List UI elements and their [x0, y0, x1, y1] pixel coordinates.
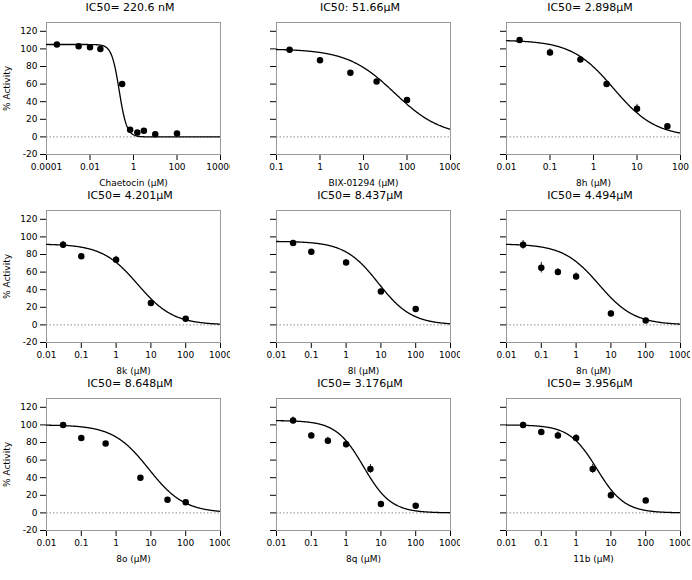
svg-text:1000: 1000 — [439, 162, 460, 172]
svg-text:0.1: 0.1 — [543, 162, 557, 172]
svg-text:0.01: 0.01 — [80, 162, 100, 172]
svg-text:8n (μM): 8n (μM) — [576, 366, 611, 376]
svg-text:40: 40 — [26, 285, 38, 295]
svg-text:10: 10 — [375, 538, 387, 548]
svg-text:100: 100 — [20, 44, 37, 54]
svg-text:8l (μM): 8l (μM) — [348, 366, 380, 376]
svg-text:-20: -20 — [23, 149, 38, 159]
svg-text:BIX-01294 (μM): BIX-01294 (μM) — [329, 178, 399, 188]
svg-text:0: 0 — [32, 132, 38, 142]
svg-text:% Activity: % Activity — [2, 65, 12, 111]
svg-text:0.1: 0.1 — [304, 538, 318, 548]
html-text:IC50= 4.201μM: IC50= 4.201μM — [87, 189, 173, 202]
svg-text:80: 80 — [26, 437, 38, 447]
svg-text:20: 20 — [26, 490, 38, 500]
svg-text:100: 100 — [168, 162, 185, 172]
svg-text:100: 100 — [177, 350, 194, 360]
svg-text:0.01: 0.01 — [496, 538, 516, 548]
svg-text:1000: 1000 — [669, 350, 690, 360]
svg-text:60: 60 — [26, 267, 38, 277]
svg-text:120: 120 — [20, 402, 37, 412]
svg-text:Chaetocin (μM): Chaetocin (μM) — [99, 178, 168, 188]
svg-text:0.01: 0.01 — [36, 538, 56, 548]
html-text:IC50= 3.956μM: IC50= 3.956μM — [547, 377, 633, 390]
svg-text:0.01: 0.01 — [266, 538, 286, 548]
svg-text:-20: -20 — [23, 337, 38, 347]
svg-text:80: 80 — [26, 249, 38, 259]
svg-text:0: 0 — [32, 320, 38, 330]
svg-text:100: 100 — [20, 420, 37, 430]
svg-text:1: 1 — [591, 162, 597, 172]
svg-text:-20: -20 — [23, 525, 38, 535]
svg-text:1: 1 — [343, 350, 349, 360]
svg-text:11b (μM): 11b (μM) — [573, 554, 614, 564]
svg-text:1: 1 — [573, 538, 579, 548]
svg-text:% Activity: % Activity — [2, 253, 12, 299]
svg-text:100: 100 — [398, 162, 415, 172]
svg-text:100: 100 — [672, 162, 689, 172]
svg-text:10: 10 — [631, 162, 643, 172]
svg-text:40: 40 — [26, 97, 38, 107]
svg-text:0.1: 0.1 — [304, 350, 318, 360]
svg-text:80: 80 — [26, 61, 38, 71]
svg-text:1: 1 — [113, 538, 119, 548]
svg-text:60: 60 — [26, 455, 38, 465]
svg-text:10: 10 — [605, 538, 617, 548]
svg-text:120: 120 — [20, 26, 37, 36]
svg-text:1000: 1000 — [439, 350, 460, 360]
svg-text:10: 10 — [145, 538, 157, 548]
svg-text:1: 1 — [317, 162, 323, 172]
svg-text:10: 10 — [145, 350, 157, 360]
svg-text:1: 1 — [131, 162, 137, 172]
svg-text:0.0001: 0.0001 — [31, 162, 63, 172]
svg-text:1000: 1000 — [209, 350, 230, 360]
svg-text:100: 100 — [637, 350, 654, 360]
html-text:IC50= 4.494μM: IC50= 4.494μM — [547, 189, 633, 202]
svg-text:1: 1 — [573, 350, 579, 360]
svg-text:10: 10 — [605, 350, 617, 360]
svg-text:100: 100 — [20, 232, 37, 242]
svg-text:40: 40 — [26, 473, 38, 483]
html-text:IC50= 2.898μM: IC50= 2.898μM — [547, 1, 633, 14]
svg-text:120: 120 — [20, 214, 37, 224]
svg-text:0.01: 0.01 — [36, 350, 56, 360]
svg-text:10: 10 — [375, 350, 387, 360]
svg-text:0.01: 0.01 — [496, 162, 516, 172]
svg-text:8q (μM): 8q (μM) — [346, 554, 381, 564]
svg-text:0.01: 0.01 — [266, 350, 286, 360]
html-text:IC50= 8.648μM: IC50= 8.648μM — [87, 377, 173, 390]
svg-text:0.01: 0.01 — [496, 350, 516, 360]
svg-text:1: 1 — [343, 538, 349, 548]
svg-text:0.1: 0.1 — [74, 350, 88, 360]
html-text:IC50= 8.437μM: IC50= 8.437μM — [317, 189, 403, 202]
svg-text:1: 1 — [113, 350, 119, 360]
svg-text:1000: 1000 — [209, 538, 230, 548]
svg-text:0.1: 0.1 — [74, 538, 88, 548]
svg-text:100: 100 — [407, 538, 424, 548]
svg-text:60: 60 — [26, 79, 38, 89]
html-text:IC50: 51.66μM: IC50: 51.66μM — [319, 1, 400, 14]
svg-text:0.1: 0.1 — [534, 350, 548, 360]
svg-text:100: 100 — [407, 350, 424, 360]
svg-text:8k (μM): 8k (μM) — [116, 366, 150, 376]
svg-text:0: 0 — [32, 508, 38, 518]
svg-text:0.1: 0.1 — [269, 162, 283, 172]
html-text:IC50= 220.6 nM: IC50= 220.6 nM — [85, 1, 175, 14]
svg-text:20: 20 — [26, 114, 38, 124]
svg-text:8h (μM): 8h (μM) — [576, 178, 611, 188]
html-text:IC50= 3.176μM: IC50= 3.176μM — [317, 377, 403, 390]
svg-text:8o (μM): 8o (μM) — [116, 554, 151, 564]
svg-text:10: 10 — [358, 162, 370, 172]
svg-text:1000: 1000 — [669, 538, 690, 548]
svg-text:1000: 1000 — [439, 538, 460, 548]
svg-text:20: 20 — [26, 302, 38, 312]
svg-text:0.1: 0.1 — [534, 538, 548, 548]
svg-text:10000: 10000 — [206, 162, 230, 172]
svg-text:100: 100 — [637, 538, 654, 548]
svg-text:100: 100 — [177, 538, 194, 548]
svg-text:% Activity: % Activity — [2, 441, 12, 487]
